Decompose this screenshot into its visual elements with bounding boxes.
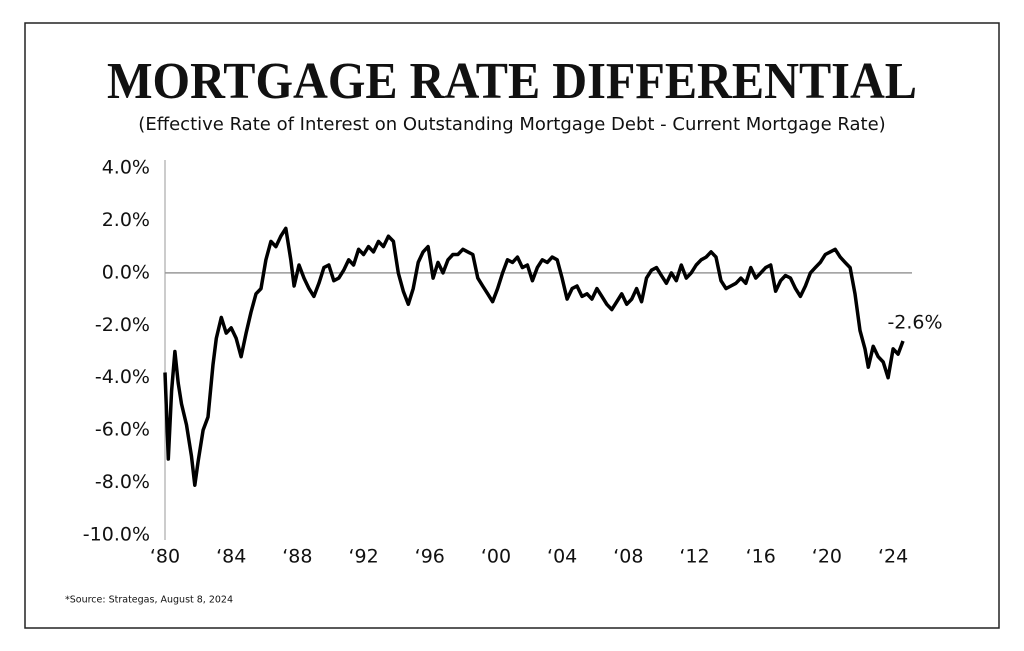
x-tick-label: ‘24 [878, 546, 908, 568]
source-note: *Source: Strategas, August 8, 2024 [65, 595, 233, 606]
x-tick-label: ‘88 [282, 546, 312, 568]
y-tick-label: -2.0% [95, 314, 150, 336]
y-tick-label: -4.0% [95, 366, 150, 388]
chart-title: MORTGAGE RATE DIFFERENTIAL [107, 53, 917, 110]
y-tick-label: 2.0% [102, 209, 150, 231]
x-tick-label: ‘96 [415, 546, 445, 568]
x-tick-label: ‘16 [746, 546, 776, 568]
x-tick-label: ‘12 [679, 546, 709, 568]
chart-subtitle: (Effective Rate of Interest on Outstandi… [138, 114, 885, 135]
y-tick-label: -6.0% [95, 419, 150, 441]
y-tick-label: 0.0% [102, 261, 150, 283]
data-line [163, 226, 905, 487]
x-tick-label: ‘84 [216, 546, 246, 568]
frame [24, 22, 1000, 629]
x-tick-label: ‘08 [613, 546, 643, 568]
x-tick-label: ‘00 [481, 546, 511, 568]
y-tick-label: 4.0% [102, 157, 150, 179]
y-tick-label: -8.0% [95, 471, 150, 493]
x-tick-label: ‘80 [150, 546, 180, 568]
y-tick-label: -10.0% [83, 524, 150, 546]
end-annotation: -2.6% [887, 312, 942, 334]
x-tick-label: ‘04 [547, 546, 577, 568]
x-tick-label: ‘20 [812, 546, 842, 568]
x-tick-label: ‘92 [348, 546, 378, 568]
